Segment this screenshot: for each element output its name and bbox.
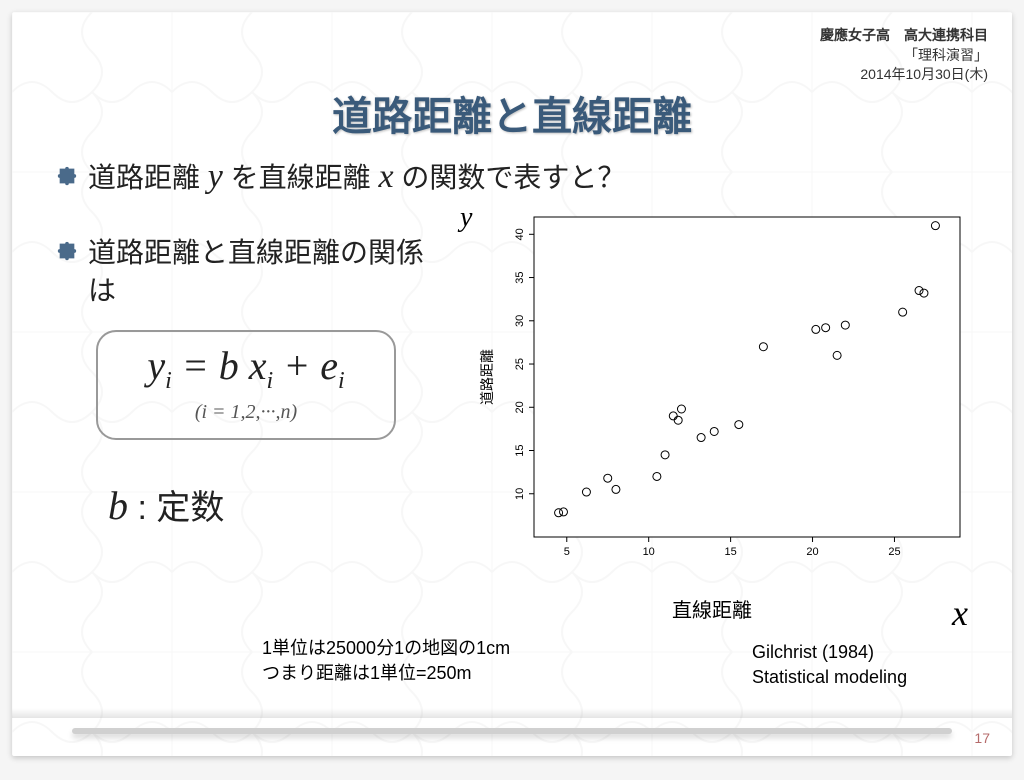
bullet-2-text: 道路距離と直線距離の関係は [88, 234, 436, 310]
footer-shelf [72, 728, 952, 734]
svg-text:35: 35 [514, 272, 526, 284]
meta-course: 「理科演習」 [820, 46, 988, 66]
b1-pre: 道路距離 [88, 162, 208, 193]
citation-line1: Gilchrist (1984) [752, 640, 907, 665]
footer-shadow [12, 708, 1012, 718]
puzzle-bullet-icon [56, 240, 78, 262]
svg-text:20: 20 [806, 546, 818, 558]
b1-y: y [208, 158, 223, 195]
puzzle-bullet-icon [56, 165, 78, 187]
svg-text:10: 10 [643, 546, 655, 558]
bullet-1-text: 道路距離 y を直線距離 x の関数で表すと？ [88, 156, 625, 196]
footnote-line2: つまり距離は1単位=250m [262, 661, 510, 686]
svg-text:道路距離: 道路距離 [479, 349, 495, 405]
svg-text:25: 25 [514, 358, 526, 370]
footnote-line1: 1単位は25000分1の地図の1cm [262, 636, 510, 661]
b1-x: x [378, 158, 393, 195]
citation-line2: Statistical modeling [752, 665, 907, 690]
b-symbol: b [108, 483, 128, 528]
page-number: 17 [974, 730, 990, 746]
svg-text:20: 20 [514, 401, 526, 413]
svg-text:5: 5 [564, 546, 570, 558]
chart-x-label: 直線距離 [672, 594, 752, 623]
header-meta: 慶應女子高 高大連携科目 「理科演習」 2014年10月30日(木) [820, 26, 988, 85]
b1-post: の関数で表すと？ [401, 162, 625, 193]
slide: 慶應女子高 高大連携科目 「理科演習」 2014年10月30日(木) 道路距離と… [12, 12, 1012, 756]
b-constant: b : 定数 [108, 480, 224, 529]
chart-svg: 10 15 20 25 30 35 40 5 10 15 20 25 道路距離 [474, 207, 974, 577]
equation-box: yi = b xi + ei (i = 1,2,···,n) [96, 330, 396, 440]
b-sep: : [128, 489, 156, 527]
bullet-1: 道路距離 y を直線距離 x の関数で表すと？ [56, 156, 625, 196]
meta-date: 2014年10月30日(木) [820, 65, 988, 85]
equation-main: yi = b xi + ei [114, 342, 378, 395]
svg-text:15: 15 [514, 445, 526, 457]
svg-text:40: 40 [514, 228, 526, 240]
equation-range: (i = 1,2,···,n) [114, 401, 378, 424]
meta-school: 慶應女子高 高大連携科目 [820, 26, 988, 46]
svg-text:10: 10 [514, 488, 526, 500]
svg-text:15: 15 [724, 546, 736, 558]
svg-text:25: 25 [888, 546, 900, 558]
chart-x-variable: x [952, 592, 968, 634]
unit-footnote: 1単位は25000分1の地図の1cm つまり距離は1単位=250m [262, 636, 510, 686]
bullet-2: 道路距離と直線距離の関係は [56, 234, 436, 310]
b-label: 定数 [156, 489, 224, 527]
b1-mid: を直線距離 [231, 162, 379, 193]
scatter-chart: 10 15 20 25 30 35 40 5 10 15 20 25 道路距離 [474, 207, 974, 577]
svg-text:30: 30 [514, 315, 526, 327]
chart-y-variable: y [460, 202, 472, 234]
slide-title: 道路距離と直線距離 [12, 84, 1012, 142]
citation: Gilchrist (1984) Statistical modeling [752, 640, 907, 690]
